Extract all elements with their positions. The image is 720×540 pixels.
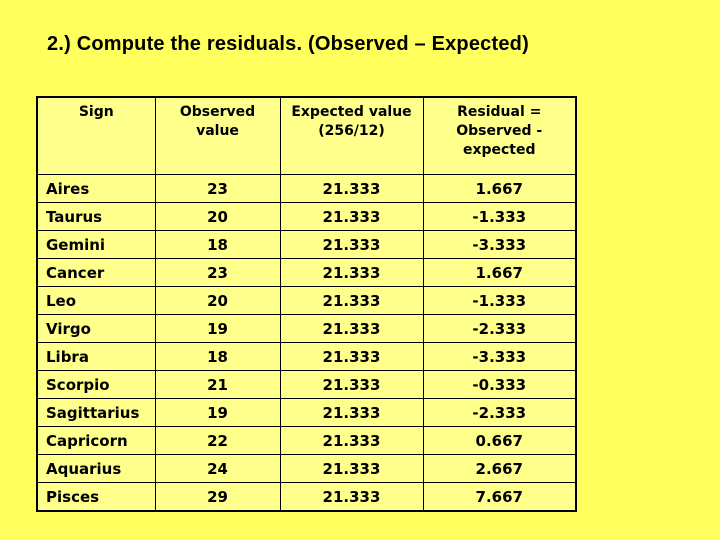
observed-cell: 18 [154, 342, 281, 371]
table-row: Aires 23 21.333 1.667 [36, 174, 577, 203]
header-observed-value: Observed value [154, 96, 281, 175]
observed-cell: 20 [154, 286, 281, 315]
sign-cell: Leo [36, 286, 156, 315]
observed-cell: 24 [154, 454, 281, 483]
table-row: Cancer 23 21.333 1.667 [36, 258, 577, 287]
observed-cell: 22 [154, 426, 281, 455]
sign-cell: Aquarius [36, 454, 156, 483]
sign-cell: Scorpio [36, 370, 156, 399]
residual-cell: -3.333 [422, 230, 577, 259]
table-row: Libra 18 21.333 -3.333 [36, 342, 577, 371]
residual-cell: 7.667 [422, 482, 577, 512]
expected-cell: 21.333 [279, 230, 424, 259]
header-line: expected [462, 142, 536, 158]
residual-cell: -2.333 [422, 314, 577, 343]
expected-cell: 21.333 [279, 398, 424, 427]
expected-cell: 21.333 [279, 482, 424, 512]
sign-cell: Cancer [36, 258, 156, 287]
observed-cell: 19 [154, 398, 281, 427]
table-row: Capricorn 22 21.333 0.667 [36, 426, 577, 455]
sign-cell: Capricorn [36, 426, 156, 455]
residual-cell: -2.333 [422, 398, 577, 427]
sign-cell: Libra [36, 342, 156, 371]
residual-cell: 2.667 [422, 454, 577, 483]
residual-cell: -0.333 [422, 370, 577, 399]
header-line: Sign [78, 104, 114, 120]
header-row: Sign Observed value Expected value (256/… [36, 96, 577, 175]
expected-cell: 21.333 [279, 370, 424, 399]
table-row: Scorpio 21 21.333 -0.333 [36, 370, 577, 399]
table-row: Virgo 19 21.333 -2.333 [36, 314, 577, 343]
sign-cell: Taurus [36, 202, 156, 231]
residual-cell: -1.333 [422, 286, 577, 315]
residual-cell: 1.667 [422, 258, 577, 287]
residuals-table: Sign Observed value Expected value (256/… [36, 96, 577, 512]
table-row: Aquarius 24 21.333 2.667 [36, 454, 577, 483]
residual-cell: 1.667 [422, 174, 577, 203]
sign-cell: Sagittarius [36, 398, 156, 427]
observed-cell: 20 [154, 202, 281, 231]
residual-cell: -3.333 [422, 342, 577, 371]
expected-cell: 21.333 [279, 286, 424, 315]
header-residual: Residual = Observed - expected [422, 96, 577, 175]
expected-cell: 21.333 [279, 426, 424, 455]
sign-cell: Virgo [36, 314, 156, 343]
header-line: Expected value [291, 104, 412, 120]
table-row: Taurus 20 21.333 -1.333 [36, 202, 577, 231]
table-row: Leo 20 21.333 -1.333 [36, 286, 577, 315]
header-line: Observed [179, 104, 256, 120]
header-line: Observed - [456, 123, 543, 139]
slide-title: 2.) Compute the residuals. (Observed – E… [47, 33, 529, 55]
header-line: Residual = [457, 104, 542, 120]
header-line: (256/12) [318, 123, 385, 139]
expected-cell: 21.333 [279, 202, 424, 231]
observed-cell: 23 [154, 174, 281, 203]
table-row: Gemini 18 21.333 -3.333 [36, 230, 577, 259]
residual-cell: -1.333 [422, 202, 577, 231]
header-sign: Sign [36, 96, 156, 175]
observed-cell: 21 [154, 370, 281, 399]
table-row: Sagittarius 19 21.333 -2.333 [36, 398, 577, 427]
expected-cell: 21.333 [279, 314, 424, 343]
table-row: Pisces 29 21.333 7.667 [36, 482, 577, 512]
observed-cell: 18 [154, 230, 281, 259]
sign-cell: Aires [36, 174, 156, 203]
header-line: value [196, 123, 239, 139]
expected-cell: 21.333 [279, 258, 424, 287]
header-expected-value: Expected value (256/12) [279, 96, 424, 175]
observed-cell: 19 [154, 314, 281, 343]
observed-cell: 23 [154, 258, 281, 287]
residual-cell: 0.667 [422, 426, 577, 455]
sign-cell: Gemini [36, 230, 156, 259]
expected-cell: 21.333 [279, 174, 424, 203]
expected-cell: 21.333 [279, 454, 424, 483]
sign-cell: Pisces [36, 482, 156, 512]
observed-cell: 29 [154, 482, 281, 512]
expected-cell: 21.333 [279, 342, 424, 371]
